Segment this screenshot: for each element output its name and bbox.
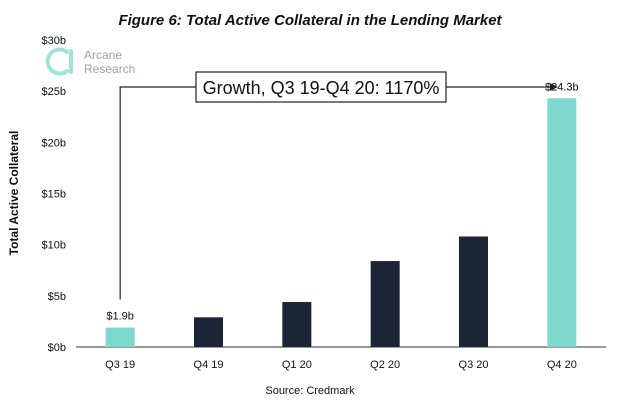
bar [105, 327, 135, 347]
y-axis: $0b $5b $10b $15b $20b $25b $30b [42, 35, 66, 354]
data-label: $24.3b [545, 81, 579, 93]
arrow-right-icon [549, 83, 558, 91]
y-tick-label: $20b [42, 137, 66, 149]
arcane-logo-icon [45, 47, 69, 76]
brand-logo: Arcane Research [45, 47, 135, 76]
x-tick-label: Q3 20 [459, 359, 489, 371]
x-tick-label: Q2 20 [370, 359, 400, 371]
y-tick-label: $25b [42, 86, 66, 98]
y-tick-label: $30b [42, 35, 66, 47]
growth-annotation-text: Growth, Q3 19-Q4 20: 1170% [203, 78, 440, 98]
y-tick-label: $10b [42, 240, 66, 252]
x-tick-label: Q1 20 [282, 359, 312, 371]
y-tick-label: $0b [48, 342, 66, 354]
brand-name-line1: Arcane [84, 48, 122, 62]
bars [105, 98, 577, 347]
bar [194, 317, 223, 347]
x-axis: Q3 19 Q4 19 Q1 20 Q2 20 Q3 20 Q4 20 [105, 359, 577, 371]
x-tick-label: Q4 20 [547, 359, 577, 371]
y-tick-label: $5b [48, 291, 66, 303]
bar [370, 261, 400, 347]
arcane-logo-bar-icon [69, 49, 73, 74]
data-labels: $1.9b $24.3b [106, 81, 578, 322]
y-tick-label: $15b [42, 189, 66, 201]
bar [459, 236, 488, 347]
x-tick-label: Q3 19 [105, 359, 135, 371]
data-label: $1.9b [106, 311, 134, 323]
x-tick-label: Q4 19 [194, 359, 224, 371]
bar [282, 301, 312, 347]
growth-annotation: Growth, Q3 19-Q4 20: 1170% [119, 71, 558, 300]
y-axis-label: Total Active Collateral [7, 131, 21, 256]
growth-annotation-box [195, 71, 447, 103]
brand-name-line2: Research [84, 62, 135, 76]
bar [547, 98, 577, 347]
chart-title: Figure 6: Total Active Collateral in the… [118, 12, 502, 29]
source-note: Source: Credmark [265, 385, 355, 397]
